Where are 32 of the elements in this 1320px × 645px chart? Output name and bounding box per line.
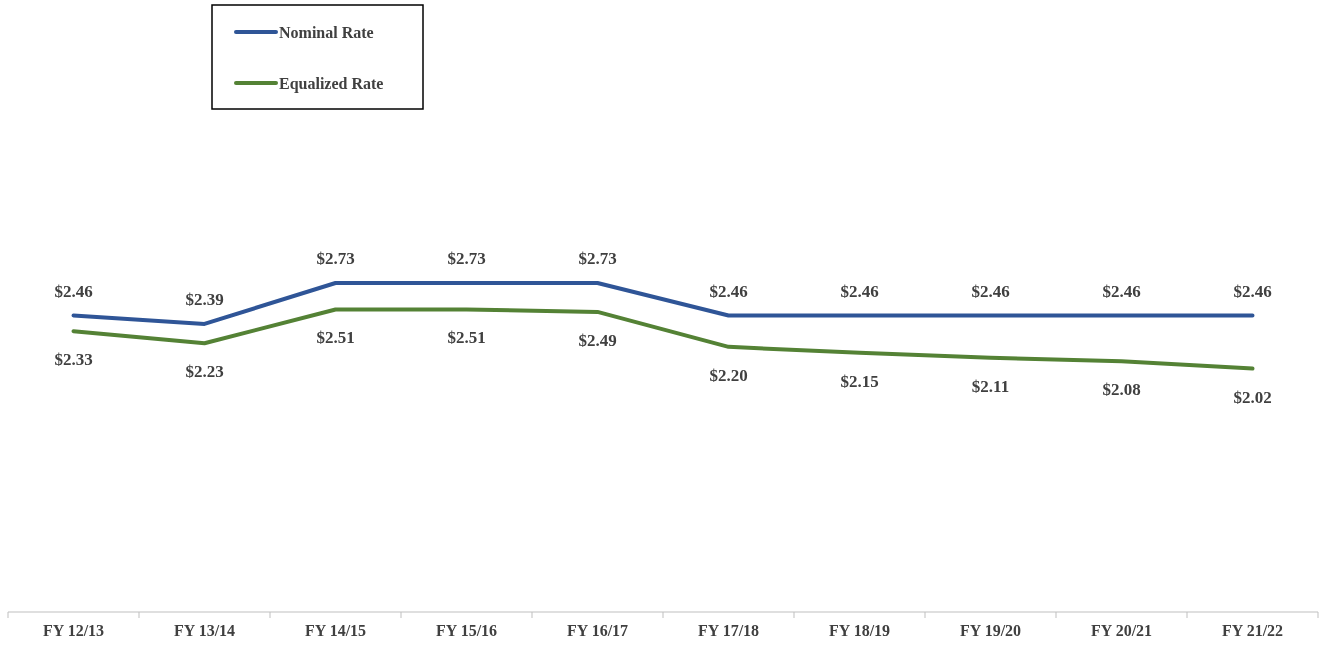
data-label: $2.46 — [1102, 281, 1141, 301]
data-label: $2.46 — [971, 281, 1010, 301]
x-tick-label: FY 12/13 — [42, 622, 105, 639]
data-label: $2.02 — [1233, 387, 1272, 407]
data-label: $2.73 — [447, 248, 486, 268]
data-label: $2.73 — [578, 248, 617, 268]
x-tick-label: FY 17/18 — [697, 622, 760, 639]
x-tick-label: FY 14/15 — [304, 622, 367, 639]
data-label: $2.46 — [54, 281, 93, 301]
x-tick-label: FY 15/16 — [435, 622, 498, 639]
x-tick-label: FY 13/14 — [173, 622, 236, 639]
x-tick-label: FY 16/17 — [566, 622, 629, 639]
data-label: $2.23 — [185, 362, 224, 382]
legend-label: Nominal Rate — [279, 24, 374, 41]
data-label: $2.73 — [316, 248, 355, 268]
x-tick-label: FY 20/21 — [1090, 622, 1153, 639]
data-label: $2.46 — [709, 281, 748, 301]
x-tick-label: FY 19/20 — [959, 622, 1022, 639]
legend-label: Equalized Rate — [279, 75, 384, 93]
data-label: $2.08 — [1102, 380, 1141, 400]
data-label: $2.15 — [840, 371, 879, 391]
data-label: $2.33 — [54, 350, 93, 370]
data-label: $2.51 — [316, 328, 355, 348]
data-label: $2.49 — [578, 330, 617, 350]
x-tick-label: FY 21/22 — [1221, 622, 1284, 639]
x-tick-label: FY 18/19 — [828, 622, 891, 639]
data-label: $2.11 — [971, 376, 1010, 396]
data-label: $2.46 — [840, 281, 879, 301]
data-label: $2.51 — [447, 328, 486, 348]
data-label: $2.20 — [709, 365, 748, 385]
data-label: $2.46 — [1233, 281, 1272, 301]
data-label: $2.39 — [185, 289, 224, 309]
